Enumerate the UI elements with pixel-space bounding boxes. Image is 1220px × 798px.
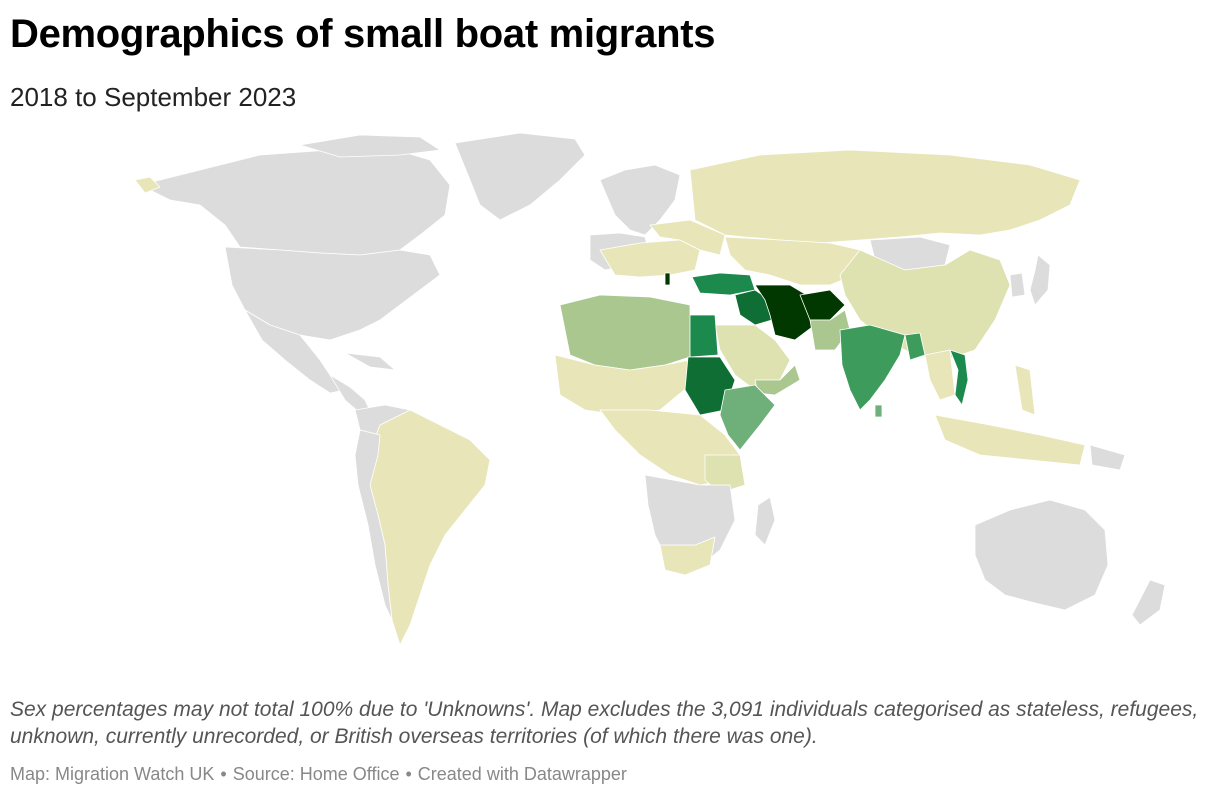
region-north-africa[interactable] xyxy=(559,294,691,371)
byline-source: Source: Home Office xyxy=(232,764,400,784)
region-canada-alaska[interactable] xyxy=(139,144,451,256)
chart-notes: Sex percentages may not total 100% due t… xyxy=(10,698,1199,748)
region-vietnam[interactable] xyxy=(949,349,969,406)
region-greenland[interactable] xyxy=(454,132,586,221)
chart-subtitle: 2018 to September 2023 xyxy=(10,82,297,112)
region-japan[interactable] xyxy=(1029,254,1051,306)
world-map xyxy=(134,132,1166,646)
region-afghanistan[interactable] xyxy=(799,289,846,321)
region-new-guinea[interactable] xyxy=(1089,444,1126,471)
region-philippines[interactable] xyxy=(1014,364,1036,416)
region-eastern-europe[interactable] xyxy=(649,219,726,256)
region-australia[interactable] xyxy=(974,499,1109,611)
region-andes-west[interactable] xyxy=(354,429,393,621)
region-south-africa[interactable] xyxy=(659,536,716,576)
region-scandinavia[interactable] xyxy=(599,164,681,236)
byline-datawrapper-link[interactable]: Created with Datawrapper xyxy=(417,764,627,784)
region-sri-lanka[interactable] xyxy=(874,404,883,418)
region-arctic-islands[interactable] xyxy=(299,134,441,158)
region-south-america[interactable] xyxy=(364,409,491,646)
chart-byline: Map: Migration Watch UK • Source: Home Off… xyxy=(10,764,627,785)
region-horn-of-africa[interactable] xyxy=(719,384,776,451)
region-iran[interactable] xyxy=(754,284,816,341)
region-russia[interactable] xyxy=(689,149,1081,244)
region-korea[interactable] xyxy=(1009,272,1026,298)
byline-separator: • xyxy=(220,764,227,784)
region-india[interactable] xyxy=(839,324,906,411)
region-southern-europe[interactable] xyxy=(599,239,701,278)
region-new-zealand[interactable] xyxy=(1131,579,1166,626)
region-albania[interactable] xyxy=(664,272,671,286)
region-caribbean[interactable] xyxy=(344,352,396,371)
byline-map: Map: Migration Watch UK xyxy=(10,764,215,784)
region-indochina[interactable] xyxy=(924,349,956,401)
region-central-asia[interactable] xyxy=(724,236,861,286)
region-turkey[interactable] xyxy=(691,272,756,296)
chart-title: Demographics of small boat migrants xyxy=(10,12,716,56)
region-indonesia-philippines[interactable] xyxy=(934,414,1086,466)
region-alaska-tip[interactable] xyxy=(134,176,161,194)
region-egypt[interactable] xyxy=(687,314,719,358)
region-east-africa[interactable] xyxy=(704,454,746,494)
region-madagascar[interactable] xyxy=(754,496,776,546)
byline-separator: • xyxy=(405,764,412,784)
